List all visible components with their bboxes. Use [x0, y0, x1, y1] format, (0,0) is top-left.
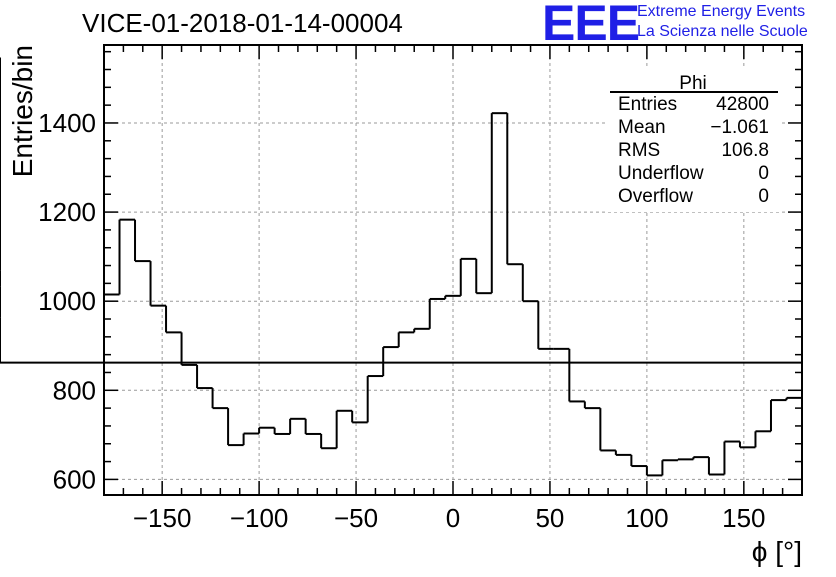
- x-tick-label: 100: [625, 503, 668, 533]
- y-tick-label: 1200: [38, 197, 96, 227]
- x-axis-title: ϕ [°]: [752, 536, 802, 567]
- logo-line-1: Extreme Energy Events: [637, 3, 806, 20]
- stats-value: 0: [758, 163, 769, 184]
- x-tick-label: −50: [334, 503, 378, 533]
- y-tick-label: 1000: [38, 286, 96, 316]
- y-tick-label: 600: [53, 464, 96, 494]
- logo-line-2: La Scienza nelle Scuole: [637, 23, 808, 40]
- stats-label: Mean: [618, 117, 666, 138]
- x-tick-label: −100: [230, 503, 289, 533]
- stats-value: 0: [758, 186, 769, 207]
- stats-value: 42800: [716, 94, 769, 115]
- y-tick-label: 1400: [38, 108, 96, 138]
- page-title: VICE-01-2018-01-14-00004: [82, 8, 403, 38]
- x-tick-label: 150: [722, 503, 765, 533]
- stats-label: RMS: [618, 140, 660, 161]
- stats-label: Entries: [618, 94, 677, 115]
- stats-box-title: Phi: [679, 73, 706, 94]
- x-tick-label: 0: [446, 503, 460, 533]
- y-axis-title: Entries/bin: [7, 45, 38, 177]
- x-tick-label: −150: [133, 503, 192, 533]
- stats-label: Underflow: [618, 163, 704, 184]
- stats-label: Overflow: [618, 186, 693, 207]
- stats-value: 106.8: [721, 140, 769, 161]
- eee-logo: EEE: [542, 0, 640, 51]
- stats-value: −1.061: [710, 117, 769, 138]
- y-tick-label: 800: [53, 375, 96, 405]
- x-tick-label: 50: [535, 503, 564, 533]
- logo-text: Extreme Energy Events La Scienza nelle S…: [637, 2, 808, 42]
